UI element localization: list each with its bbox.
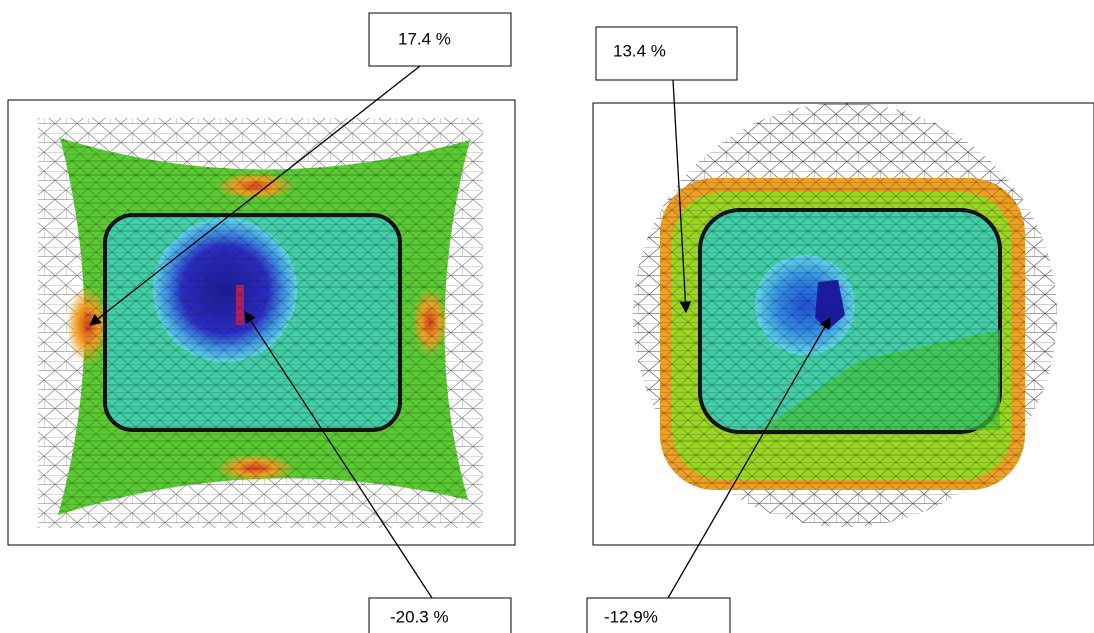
mesh-overlay: [660, 178, 1025, 490]
mesh-overlay: [58, 138, 470, 515]
figure: 17.4 % -20.3 % 13.4 % -12.9%: [0, 0, 1094, 633]
max-label: 13.4 %: [613, 41, 666, 60]
min-label: -12.9%: [604, 607, 658, 626]
left-panel: [8, 100, 515, 545]
min-label: -20.3 %: [390, 607, 449, 626]
right-panel: [593, 103, 1094, 545]
max-label: 17.4 %: [398, 29, 451, 48]
